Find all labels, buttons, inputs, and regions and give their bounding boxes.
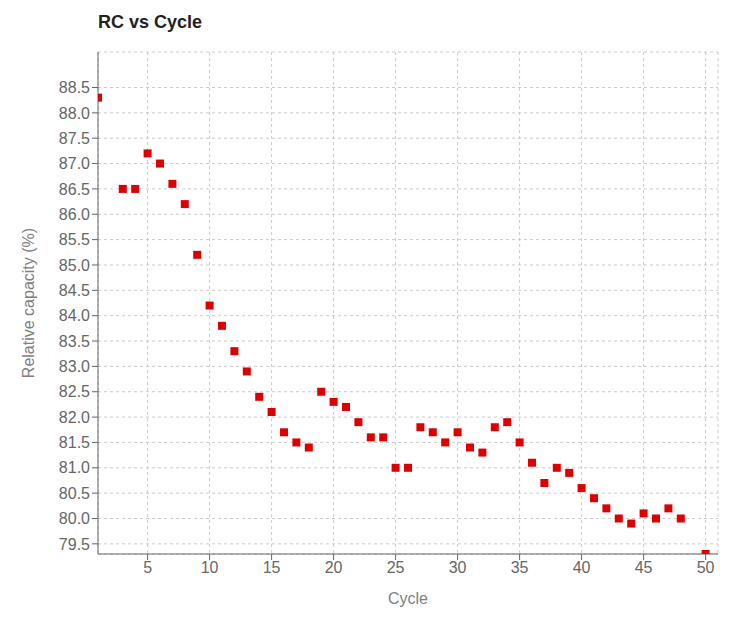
svg-text:15: 15 — [263, 559, 281, 576]
svg-text:82.5: 82.5 — [59, 383, 90, 400]
svg-text:79.5: 79.5 — [59, 536, 90, 553]
svg-text:5: 5 — [143, 559, 152, 576]
html-text:RC vs Cycle: RC vs Cycle — [98, 12, 203, 32]
svg-text:25: 25 — [387, 559, 405, 576]
svg-text:81.0: 81.0 — [59, 459, 90, 476]
svg-text:88.0: 88.0 — [59, 105, 90, 122]
svg-text:86.5: 86.5 — [59, 181, 90, 198]
svg-text:30: 30 — [449, 559, 467, 576]
svg-text:87.0: 87.0 — [59, 155, 90, 172]
svg-text:Relative capacity (%): Relative capacity (%) — [20, 228, 37, 378]
svg-text:35: 35 — [511, 559, 529, 576]
svg-text:81.5: 81.5 — [59, 434, 90, 451]
svg-text:20: 20 — [325, 559, 343, 576]
svg-text:82.0: 82.0 — [59, 409, 90, 426]
svg-text:86.0: 86.0 — [59, 206, 90, 223]
svg-text:87.5: 87.5 — [59, 130, 90, 147]
svg-text:85.5: 85.5 — [59, 231, 90, 248]
svg-text:80.5: 80.5 — [59, 485, 90, 502]
svg-text:88.5: 88.5 — [59, 79, 90, 96]
svg-text:50: 50 — [697, 559, 715, 576]
svg-text:Cycle: Cycle — [388, 590, 428, 607]
svg-text:45: 45 — [635, 559, 653, 576]
svg-text:80.0: 80.0 — [59, 510, 90, 527]
svg-text:10: 10 — [201, 559, 219, 576]
svg-text:40: 40 — [573, 559, 591, 576]
svg-text:84.5: 84.5 — [59, 282, 90, 299]
svg-text:83.5: 83.5 — [59, 333, 90, 350]
svg-text:85.0: 85.0 — [59, 257, 90, 274]
svg-text:83.0: 83.0 — [59, 358, 90, 375]
svg-text:84.0: 84.0 — [59, 307, 90, 324]
